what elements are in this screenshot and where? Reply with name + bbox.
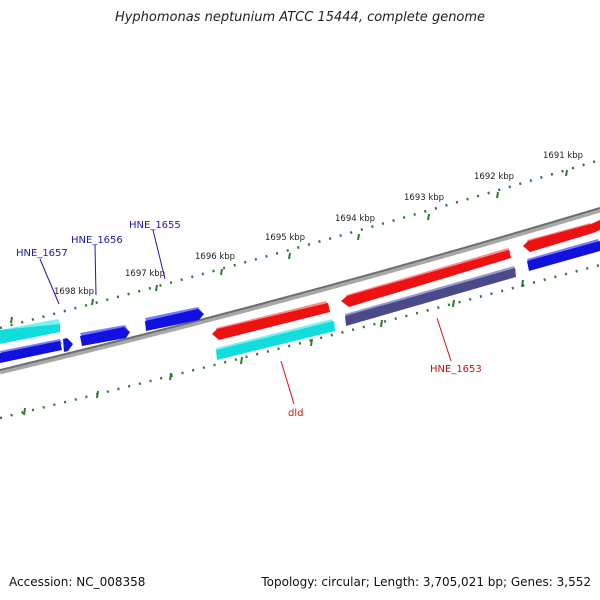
gene-HNE_1653-feature[interactable] — [345, 268, 516, 326]
major-tick — [521, 279, 524, 288]
leader-line — [94, 244, 97, 296]
major-tick — [565, 169, 568, 177]
scale-labels: 1691 kbp 1692 kbp 1693 kbp 1694 kbp 1695… — [54, 151, 583, 297]
scale-label-1695: 1695 kbp — [265, 233, 305, 243]
major-tick — [357, 233, 360, 241]
major-tick — [310, 338, 313, 347]
scale-label-1692: 1692 kbp — [474, 172, 514, 182]
reverse-strand-features — [0, 239, 600, 363]
accession-text: Accession: NC_008358 — [9, 575, 146, 589]
leader-line — [280, 360, 295, 405]
major-tick — [288, 252, 291, 260]
major-tick — [96, 390, 99, 399]
gene-right-red-feature[interactable] — [523, 224, 593, 252]
gene-edge-red-feature[interactable] — [591, 220, 600, 233]
gene-long-red-feature[interactable] — [341, 250, 511, 307]
scale-label-1693: 1693 kbp — [404, 193, 444, 203]
scale-label-1694: 1694 kbp — [335, 214, 375, 224]
gene-label-HNE_1653[interactable]: HNE_1653 — [430, 364, 482, 375]
gene-left-blue-feature[interactable] — [0, 341, 62, 363]
scale-label-1691: 1691 kbp — [543, 151, 583, 161]
outer-scale-track — [0, 158, 600, 330]
scale-label-1696: 1696 kbp — [195, 252, 235, 262]
gene-label-HNE_1656[interactable]: HNE_1656 — [71, 235, 123, 246]
gene-dld-feature[interactable] — [216, 321, 335, 360]
gene-HNE_1657-feature[interactable] — [0, 324, 60, 344]
major-tick — [452, 299, 455, 308]
leader-line — [39, 258, 60, 305]
major-tick — [427, 213, 430, 221]
inner-scale-track — [0, 263, 600, 420]
leader-line — [436, 317, 452, 362]
gene-label-HNE_1657[interactable]: HNE_1657 — [16, 248, 68, 259]
major-tick — [91, 298, 94, 306]
major-tick — [220, 268, 223, 276]
gene-label-dld[interactable]: dld — [288, 408, 303, 419]
scale-label-1698: 1698 kbp — [54, 287, 94, 297]
gene-dld-forward-feature[interactable] — [212, 303, 330, 340]
major-tick — [169, 372, 172, 381]
genome-summary-text: Topology: circular; Length: 3,705,021 bp… — [261, 575, 591, 589]
gene-HNE_1656-feature[interactable] — [80, 327, 130, 346]
leader-line — [152, 229, 166, 280]
gene-right-blue-feature[interactable] — [527, 241, 600, 271]
major-tick — [23, 407, 26, 416]
major-tick — [10, 316, 13, 324]
major-tick — [380, 319, 383, 328]
gene-label-HNE_1655[interactable]: HNE_1655 — [129, 220, 181, 231]
gene-small-blue-feature[interactable] — [63, 338, 73, 352]
genome-backbone — [0, 207, 600, 375]
gene-HNE_1655-feature[interactable] — [145, 309, 204, 331]
gene-labels: HNE_1657 HNE_1656 HNE_1655 dld HNE_1653 — [16, 220, 482, 419]
forward-strand-features — [0, 220, 600, 346]
map-title: Hyphomonas neptunium ATCC 15444, complet… — [114, 10, 486, 25]
scale-label-1697: 1697 kbp — [125, 269, 165, 279]
major-tick — [496, 191, 499, 199]
major-tick — [155, 284, 158, 292]
major-tick — [240, 356, 243, 365]
